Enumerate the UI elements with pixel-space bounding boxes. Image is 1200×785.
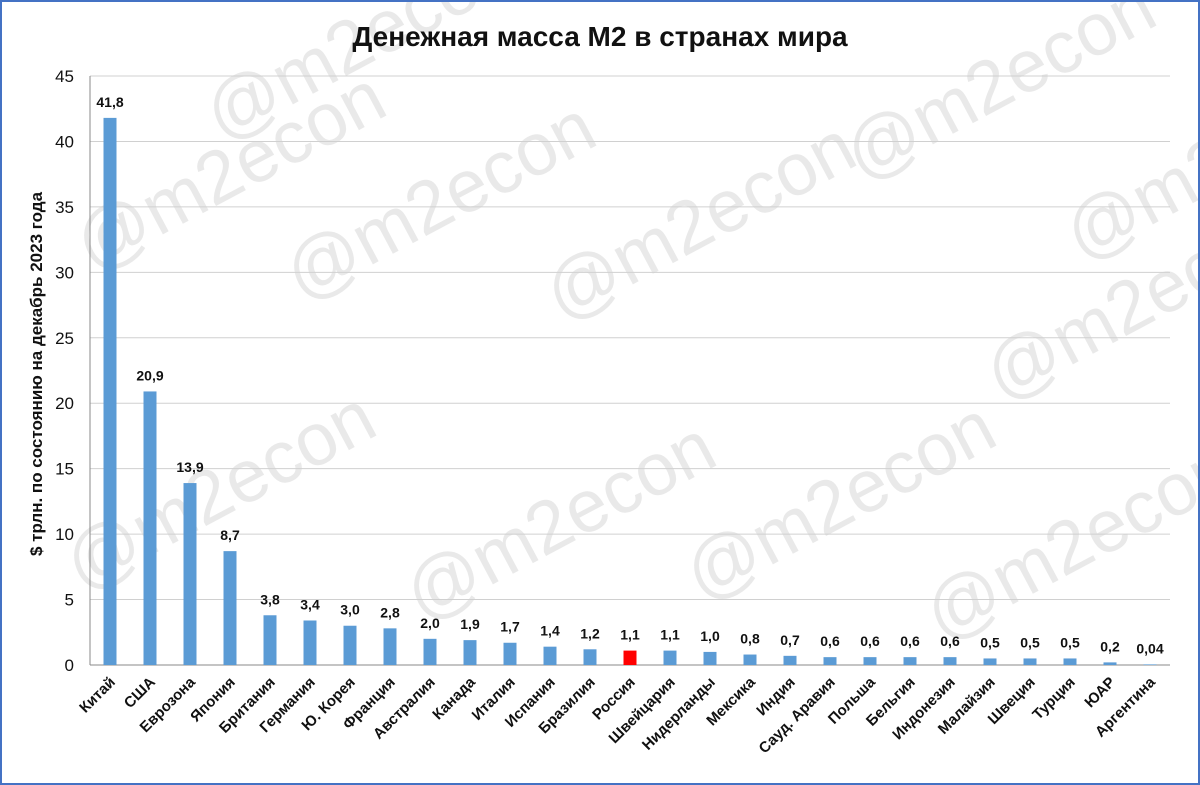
bar-15 — [663, 650, 677, 665]
bars — [103, 117, 1157, 665]
bar-3 — [183, 483, 197, 665]
category-label: Турция — [1029, 674, 1079, 724]
y-tick-label: 45 — [55, 67, 74, 86]
y-tick-label: 30 — [55, 263, 74, 282]
bar-16 — [703, 651, 717, 665]
bar-13 — [583, 649, 597, 665]
y-tick-label: 40 — [55, 132, 74, 151]
category-label: ЮАР — [1081, 674, 1118, 711]
bar-18 — [783, 655, 797, 665]
data-label: 3,8 — [260, 591, 280, 607]
y-tick-label: 5 — [65, 591, 74, 610]
watermark-text: @m2econ — [51, 374, 389, 606]
y-tick-label: 20 — [55, 394, 74, 413]
y-tick-label: 35 — [55, 198, 74, 217]
data-label: 13,9 — [176, 459, 203, 475]
bar-2 — [143, 391, 157, 665]
data-label: 0,6 — [820, 633, 840, 649]
bar-12 — [543, 646, 557, 665]
bar-5 — [263, 615, 277, 665]
data-label: 0,5 — [1060, 634, 1080, 650]
bar-21 — [903, 657, 917, 665]
y-axis-label: $ трлн. по состоянию на декабрь 2023 год… — [27, 191, 46, 556]
data-label: 8,7 — [220, 527, 240, 543]
y-tick-label: 10 — [55, 525, 74, 544]
bar-4 — [223, 551, 237, 665]
bar-9 — [423, 638, 437, 665]
bar-26 — [1103, 662, 1117, 665]
bar-7 — [343, 625, 357, 665]
data-labels: 41,8 20,9 13,9 8,7 3,8 3,4 3,0 2,8 2,0 1,9 1,7 1,4 1… — [96, 94, 1163, 657]
bar-23 — [983, 658, 997, 665]
data-label: 1,7 — [500, 619, 520, 635]
category-label: Китай — [76, 674, 119, 717]
y-tick-label: 0 — [65, 656, 74, 675]
data-label: 0,7 — [780, 632, 800, 648]
bar-25 — [1063, 658, 1077, 665]
data-label: 0,2 — [1100, 638, 1120, 654]
watermark-text: @m2econ — [391, 404, 729, 636]
bar-14 — [623, 650, 637, 665]
bar-22 — [943, 657, 957, 665]
data-label: 1,1 — [620, 627, 640, 643]
x-axis-category-labels: Китай СШАЕврозонаЯпонияБританияГерманияЮ.… — [76, 673, 1159, 757]
data-label: 2,8 — [380, 604, 400, 620]
bar-20 — [863, 657, 877, 665]
bar-8 — [383, 628, 397, 665]
data-label: 0,8 — [740, 631, 760, 647]
data-label: 1,2 — [580, 625, 600, 641]
bar-10 — [463, 640, 477, 665]
data-label: 0,6 — [860, 633, 880, 649]
bar-6 — [303, 620, 317, 665]
data-label: 1,9 — [460, 616, 480, 632]
y-tick-label: 15 — [55, 460, 74, 479]
data-label: 1,4 — [540, 623, 560, 639]
gridlines — [89, 75, 1170, 666]
data-label: 0,6 — [940, 633, 960, 649]
data-label: 3,0 — [340, 602, 360, 618]
data-label: 2,0 — [420, 615, 440, 631]
y-tick-label: 25 — [55, 329, 74, 348]
bar-27 — [1143, 664, 1157, 665]
data-label: 0,6 — [900, 633, 920, 649]
data-label: 0,5 — [1020, 634, 1040, 650]
bar-17 — [743, 654, 757, 665]
bar-19 — [823, 657, 837, 665]
bar-1 — [103, 117, 117, 665]
y-axis-ticks: 0 5 10 15 20 25 30 35 40 45 — [55, 67, 74, 675]
data-label: 0,5 — [980, 634, 1000, 650]
data-label: 20,9 — [136, 367, 163, 383]
bar-11 — [503, 642, 517, 665]
data-label: 1,0 — [700, 628, 720, 644]
data-label: 41,8 — [96, 94, 123, 110]
data-label: 0,04 — [1136, 640, 1163, 656]
bar-24 — [1023, 658, 1037, 665]
chart-title: Денежная масса М2 в странах мира — [352, 21, 848, 52]
watermark-layer: @m2econ@m2econ@m2econ@m2econ@m2econ@m2ec… — [51, 2, 1198, 656]
data-label: 1,1 — [660, 627, 680, 643]
data-label: 3,4 — [300, 596, 320, 612]
